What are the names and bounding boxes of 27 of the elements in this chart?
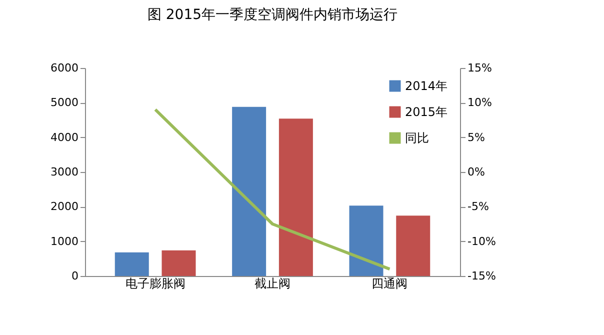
bar bbox=[278, 118, 313, 276]
bar bbox=[232, 106, 266, 276]
x-tick-label: 截止阀 bbox=[254, 276, 290, 290]
y2-tick-label: 15% bbox=[468, 62, 492, 74]
legend-label: 2015年 bbox=[405, 105, 448, 119]
y-tick-label: 6000 bbox=[50, 62, 78, 74]
y-tick-label: 1000 bbox=[50, 234, 78, 248]
legend-label: 2014年 bbox=[405, 79, 448, 93]
y-tick-label: 0 bbox=[72, 270, 78, 282]
y2-tick-label: 0% bbox=[468, 166, 485, 178]
x-tick-label: 电子膨胀阀 bbox=[125, 276, 186, 290]
y2-tick-label: -15% bbox=[468, 270, 496, 282]
y-tick-label: 2000 bbox=[50, 200, 78, 214]
bar bbox=[349, 206, 384, 276]
x-tick-label: 四通阀 bbox=[372, 276, 408, 290]
legend-label: 同比 bbox=[405, 131, 429, 145]
bar bbox=[396, 216, 430, 276]
y2-tick-label: -5% bbox=[468, 200, 489, 214]
y-tick-label: 5000 bbox=[50, 96, 78, 110]
y-tick-label: 4000 bbox=[50, 130, 78, 144]
bar bbox=[114, 252, 149, 276]
y2-tick-label: 5% bbox=[468, 130, 485, 144]
bar bbox=[162, 250, 196, 276]
chart-title: 图 2015年一季度空调阀件内销市场运行 bbox=[147, 7, 398, 23]
y-tick-label: 3000 bbox=[50, 166, 78, 178]
y2-tick-label: 10% bbox=[468, 96, 492, 110]
y2-tick-label: -10% bbox=[468, 234, 496, 248]
